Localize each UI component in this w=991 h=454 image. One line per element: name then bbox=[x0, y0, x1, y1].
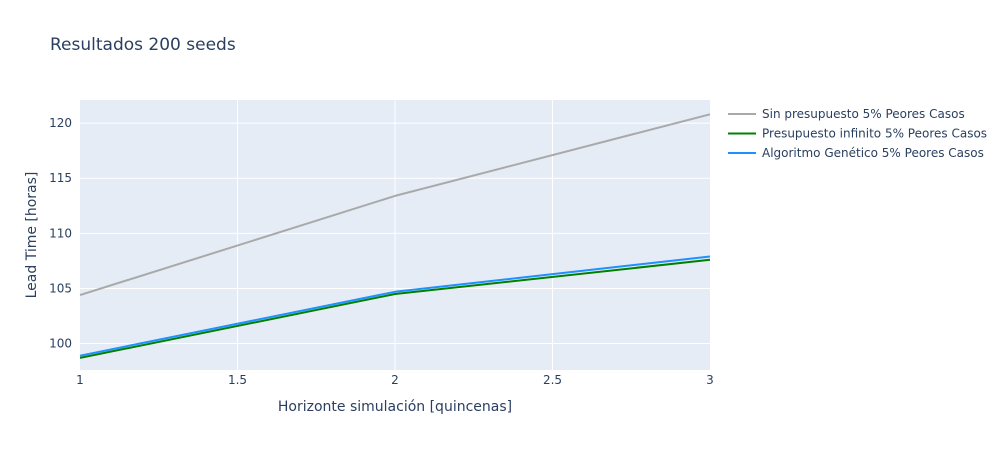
grid bbox=[80, 100, 710, 370]
series-line-2 bbox=[79, 258, 711, 359]
series-lines bbox=[79, 113, 711, 359]
legend-label: Algoritmo Genético 5% Peores Casos bbox=[762, 146, 984, 160]
legend-item-1[interactable]: Sin presupuesto 5% Peores Casos bbox=[728, 107, 965, 121]
legend-item-3[interactable]: Algoritmo Genético 5% Peores Casos bbox=[728, 146, 984, 160]
chart-title: Resultados 200 seeds bbox=[50, 35, 236, 55]
legend-label: Sin presupuesto 5% Peores Casos bbox=[762, 107, 965, 121]
axis-ticks: 1 1.5 2 2.5 3 100 105 110 115 120 bbox=[49, 116, 714, 387]
x-tick-label: 2.5 bbox=[543, 373, 562, 387]
x-tick-label: 1.5 bbox=[228, 373, 247, 387]
y-tick-label: 115 bbox=[49, 171, 72, 185]
x-axis-label: Horizonte simulación [quincenas] bbox=[278, 399, 512, 415]
y-tick-label: 100 bbox=[49, 337, 72, 351]
series-line-1 bbox=[79, 113, 711, 297]
y-tick-label: 105 bbox=[49, 281, 72, 295]
legend-item-2[interactable]: Presupuesto infinito 5% Peores Casos bbox=[728, 127, 987, 141]
y-tick-label: 110 bbox=[49, 226, 72, 240]
x-tick-label: 3 bbox=[706, 373, 714, 387]
legend[interactable]: Sin presupuesto 5% Peores Casos Presupues… bbox=[728, 107, 987, 160]
series-line-3 bbox=[79, 255, 711, 357]
y-axis-label: Lead Time [horas] bbox=[24, 172, 40, 299]
legend-label: Presupuesto infinito 5% Peores Casos bbox=[762, 127, 987, 141]
x-tick-label: 2 bbox=[391, 373, 399, 387]
x-tick-label: 1 bbox=[76, 373, 84, 387]
y-tick-label: 120 bbox=[49, 116, 72, 130]
